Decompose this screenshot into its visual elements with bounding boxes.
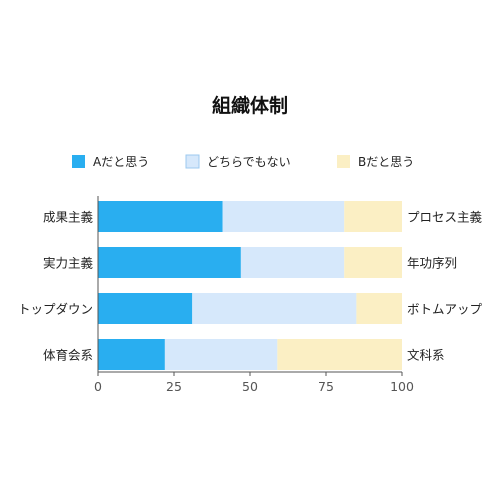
chart-title: 組織体制: [212, 94, 288, 117]
legend-label-1: Aだと思う: [93, 155, 149, 169]
bar-1-series-3: [344, 201, 402, 232]
legend-label-2: どちらでもない: [207, 155, 291, 169]
bar-3-series-2: [192, 293, 357, 324]
x-tick-label-1: 0: [94, 379, 102, 394]
category-label-right-1: プロセス主義: [407, 210, 483, 225]
bar-3-series-1: [98, 293, 193, 324]
chart-legend: Aだと思う どちらでもない Bだと思う: [72, 154, 414, 169]
x-tick-label-3: 50: [242, 379, 258, 394]
category-label-left-4: 体育会系: [43, 348, 93, 363]
bar-2-series-3: [344, 247, 402, 278]
x-tick-label-4: 75: [318, 379, 334, 394]
legend-label-3: Bだと思う: [358, 155, 414, 169]
category-label-left-2: 実力主義: [43, 256, 94, 271]
bar-2-series-2: [240, 247, 345, 278]
legend-swatch-3: [337, 155, 350, 168]
category-label-right-2: 年功序列: [407, 256, 457, 271]
x-tick-label-5: 100: [390, 379, 414, 394]
bar-1-series-2: [222, 201, 345, 232]
legend-swatch-2: [185, 154, 200, 169]
x-tick-label-2: 25: [166, 379, 182, 394]
category-label-right-3: ボトムアップ: [407, 302, 483, 317]
category-label-right-4: 文科系: [407, 348, 445, 363]
bar-3-series-3: [356, 293, 402, 324]
bar-group: [98, 201, 402, 370]
bar-4-series-1: [98, 339, 165, 370]
category-label-left-1: 成果主義: [43, 210, 94, 225]
x-axis: 0 25 50 75 100: [94, 196, 414, 394]
legend-swatch-1: [72, 155, 85, 168]
bar-2-series-1: [98, 247, 241, 278]
bar-1-series-1: [98, 201, 223, 232]
bar-4-series-2: [164, 339, 278, 370]
category-label-left-3: トップダウン: [18, 302, 93, 317]
bar-4-series-3: [277, 339, 402, 370]
